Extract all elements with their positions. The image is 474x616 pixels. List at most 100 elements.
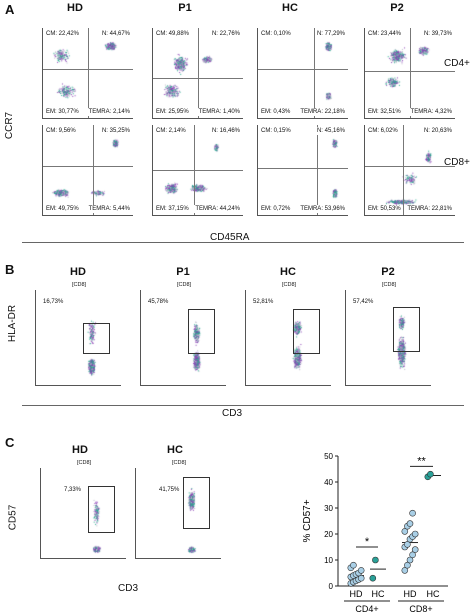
quadrant-line-horizontal — [43, 165, 133, 167]
quadrant-line-horizontal — [365, 71, 455, 73]
data-point — [401, 567, 409, 574]
quadrant-temra-label: TEMRA: 5,44% — [87, 205, 131, 213]
data-point — [401, 528, 409, 535]
quadrant-line-vertical — [410, 28, 411, 118]
row-label-cd4: CD4+ — [444, 58, 470, 69]
quadrant-temra-label: TEMRA: 53,96% — [299, 205, 346, 213]
flow-plot-hla-hd: [CD8] 16,73% — [35, 282, 121, 386]
group-label: HD — [350, 589, 363, 599]
quadrant-cm-label: CM: 0,10% — [260, 30, 292, 38]
panel-b-y-label: HLA-DR — [7, 304, 19, 343]
flow-plot-p2-cd4: CM: 23,44% N: 39,73% EM: 32,51% TEMRA: 4,32… — [364, 28, 455, 119]
quadrant-cm-label: CM: 22,42% — [45, 30, 81, 38]
subset-label: CD4+ — [355, 604, 378, 614]
flow-plot-p1-cd4: CM: 49,88% N: 22,76% EM: 25,95% TEMRA: 1,40… — [152, 28, 243, 119]
quadrant-line-horizontal — [365, 165, 455, 167]
quadrant-em-label: EM: 30,77% — [45, 108, 80, 116]
quadrant-cm-label: CM: 2,14% — [155, 127, 187, 135]
chart-y-label: % CD57+ — [302, 499, 313, 542]
quadrant-line-vertical — [313, 28, 315, 118]
data-point — [409, 509, 416, 517]
panel-b-column-title: P2 — [381, 266, 395, 278]
y-tick-label: 50 — [324, 452, 333, 461]
panel-a-letter: A — [5, 2, 15, 17]
quadrant-line-vertical — [317, 125, 319, 215]
gate-percentage: 57,42% — [352, 298, 375, 306]
data-point — [406, 556, 414, 564]
gate-name: [CD8] — [282, 282, 297, 288]
quadrant-n-label: N: 39,73% — [422, 30, 453, 38]
quadrant-em-label: EM: 37,15% — [155, 205, 190, 213]
y-tick-label: 20 — [324, 530, 333, 539]
quadrant-cm-label: CM: 9,56% — [45, 127, 77, 135]
group-label: HC — [427, 589, 440, 599]
quadrant-line-horizontal — [43, 68, 133, 70]
data-point — [350, 561, 357, 569]
panel-a-y-label: CCR7 — [4, 111, 16, 140]
gate-rectangle — [292, 309, 321, 354]
panel-b-column-title: HD — [70, 266, 86, 278]
row-label-cd8: CD8+ — [444, 157, 470, 168]
gate-rectangle — [187, 309, 216, 354]
quadrant-cm-label: CM: 6,02% — [367, 127, 399, 135]
density-dots — [41, 468, 126, 558]
quadrant-temra-label: TEMRA: 2,14% — [87, 108, 131, 116]
panel-a-column-title: P2 — [390, 2, 404, 14]
panel-c-column-title: HC — [167, 444, 183, 456]
flow-plot-cd57-hd: [CD8] 7,33% — [40, 460, 126, 559]
flow-plot-hd-cd4: CM: 22,42% N: 44,67% EM: 30,77% TEMRA: 2,14… — [42, 28, 133, 119]
quadrant-line-vertical — [198, 28, 199, 118]
panel-b-letter: B — [5, 262, 15, 277]
panel-a-column-title: HD — [67, 2, 83, 14]
quadrant-temra-label: TEMRA: 1,40% — [197, 108, 241, 116]
data-point — [409, 551, 416, 559]
significance-marker: * — [365, 536, 370, 548]
gate-rectangle — [392, 307, 421, 352]
gate-rectangle — [82, 323, 111, 354]
quadrant-line-horizontal — [153, 77, 243, 79]
panel-b-x-label: CD3 — [222, 408, 243, 419]
density-dots — [136, 468, 221, 558]
data-point — [411, 530, 419, 538]
quadrant-temra-label: TEMRA: 44,24% — [194, 205, 241, 213]
flow-plot-p2-cd8: CM: 6,02% N: 20,63% EM: 50,53% TEMRA: 22,81… — [364, 125, 455, 216]
y-tick-label: 40 — [324, 478, 333, 487]
data-point — [357, 567, 365, 574]
density-dots — [258, 28, 348, 118]
panel-a-x-label: CD45RA — [210, 232, 250, 243]
group-label: HC — [372, 589, 385, 599]
group-label: HD — [404, 589, 417, 599]
data-point — [404, 561, 411, 569]
flow-plot-hla-hc: [CD8] 52,81% — [245, 282, 331, 386]
quadrant-temra-label: TEMRA: 22,81% — [406, 205, 453, 213]
quadrant-temra-label: TEMRA: 22,18% — [299, 108, 346, 116]
gate-name: [CD8] — [172, 460, 187, 466]
y-tick-label: 10 — [324, 556, 333, 565]
quadrant-cm-label: CM: 0,15% — [260, 127, 292, 135]
gate-percentage: 7,33% — [63, 486, 83, 494]
panel-c-column-title: HD — [72, 444, 88, 456]
quadrant-em-label: EM: 0,43% — [260, 108, 292, 116]
quadrant-em-label: EM: 25,95% — [155, 108, 190, 116]
density-dots — [258, 125, 348, 215]
panel-c-y-label: CD57 — [7, 504, 19, 531]
quadrant-em-label: EM: 49,75% — [45, 205, 80, 213]
data-point — [404, 541, 411, 548]
flow-plot-cd57-hc: [CD8] 41,75% — [135, 460, 221, 559]
quadrant-line-vertical — [88, 28, 89, 118]
panel-c-letter: C — [5, 435, 15, 450]
data-point — [411, 546, 419, 553]
gate-percentage: 52,81% — [252, 298, 275, 306]
data-point — [427, 470, 434, 478]
significance-marker: ** — [417, 455, 426, 467]
subset-label: CD8+ — [409, 604, 432, 614]
quadrant-n-label: N: 77,29% — [315, 30, 346, 38]
y-tick-label: 0 — [329, 582, 334, 591]
panel-b-divider — [22, 405, 464, 406]
gate-name: [CD8] — [72, 282, 87, 288]
quadrant-n-label: N: 45,16% — [315, 127, 346, 135]
flow-plot-hla-p2: [CD8] 57,42% — [345, 282, 431, 386]
quadrant-cm-label: CM: 23,44% — [367, 30, 403, 38]
flow-plot-hd-cd8: CM: 9,56% N: 35,25% EM: 49,75% TEMRA: 5,44% — [42, 125, 133, 216]
quadrant-line-vertical — [402, 125, 404, 215]
